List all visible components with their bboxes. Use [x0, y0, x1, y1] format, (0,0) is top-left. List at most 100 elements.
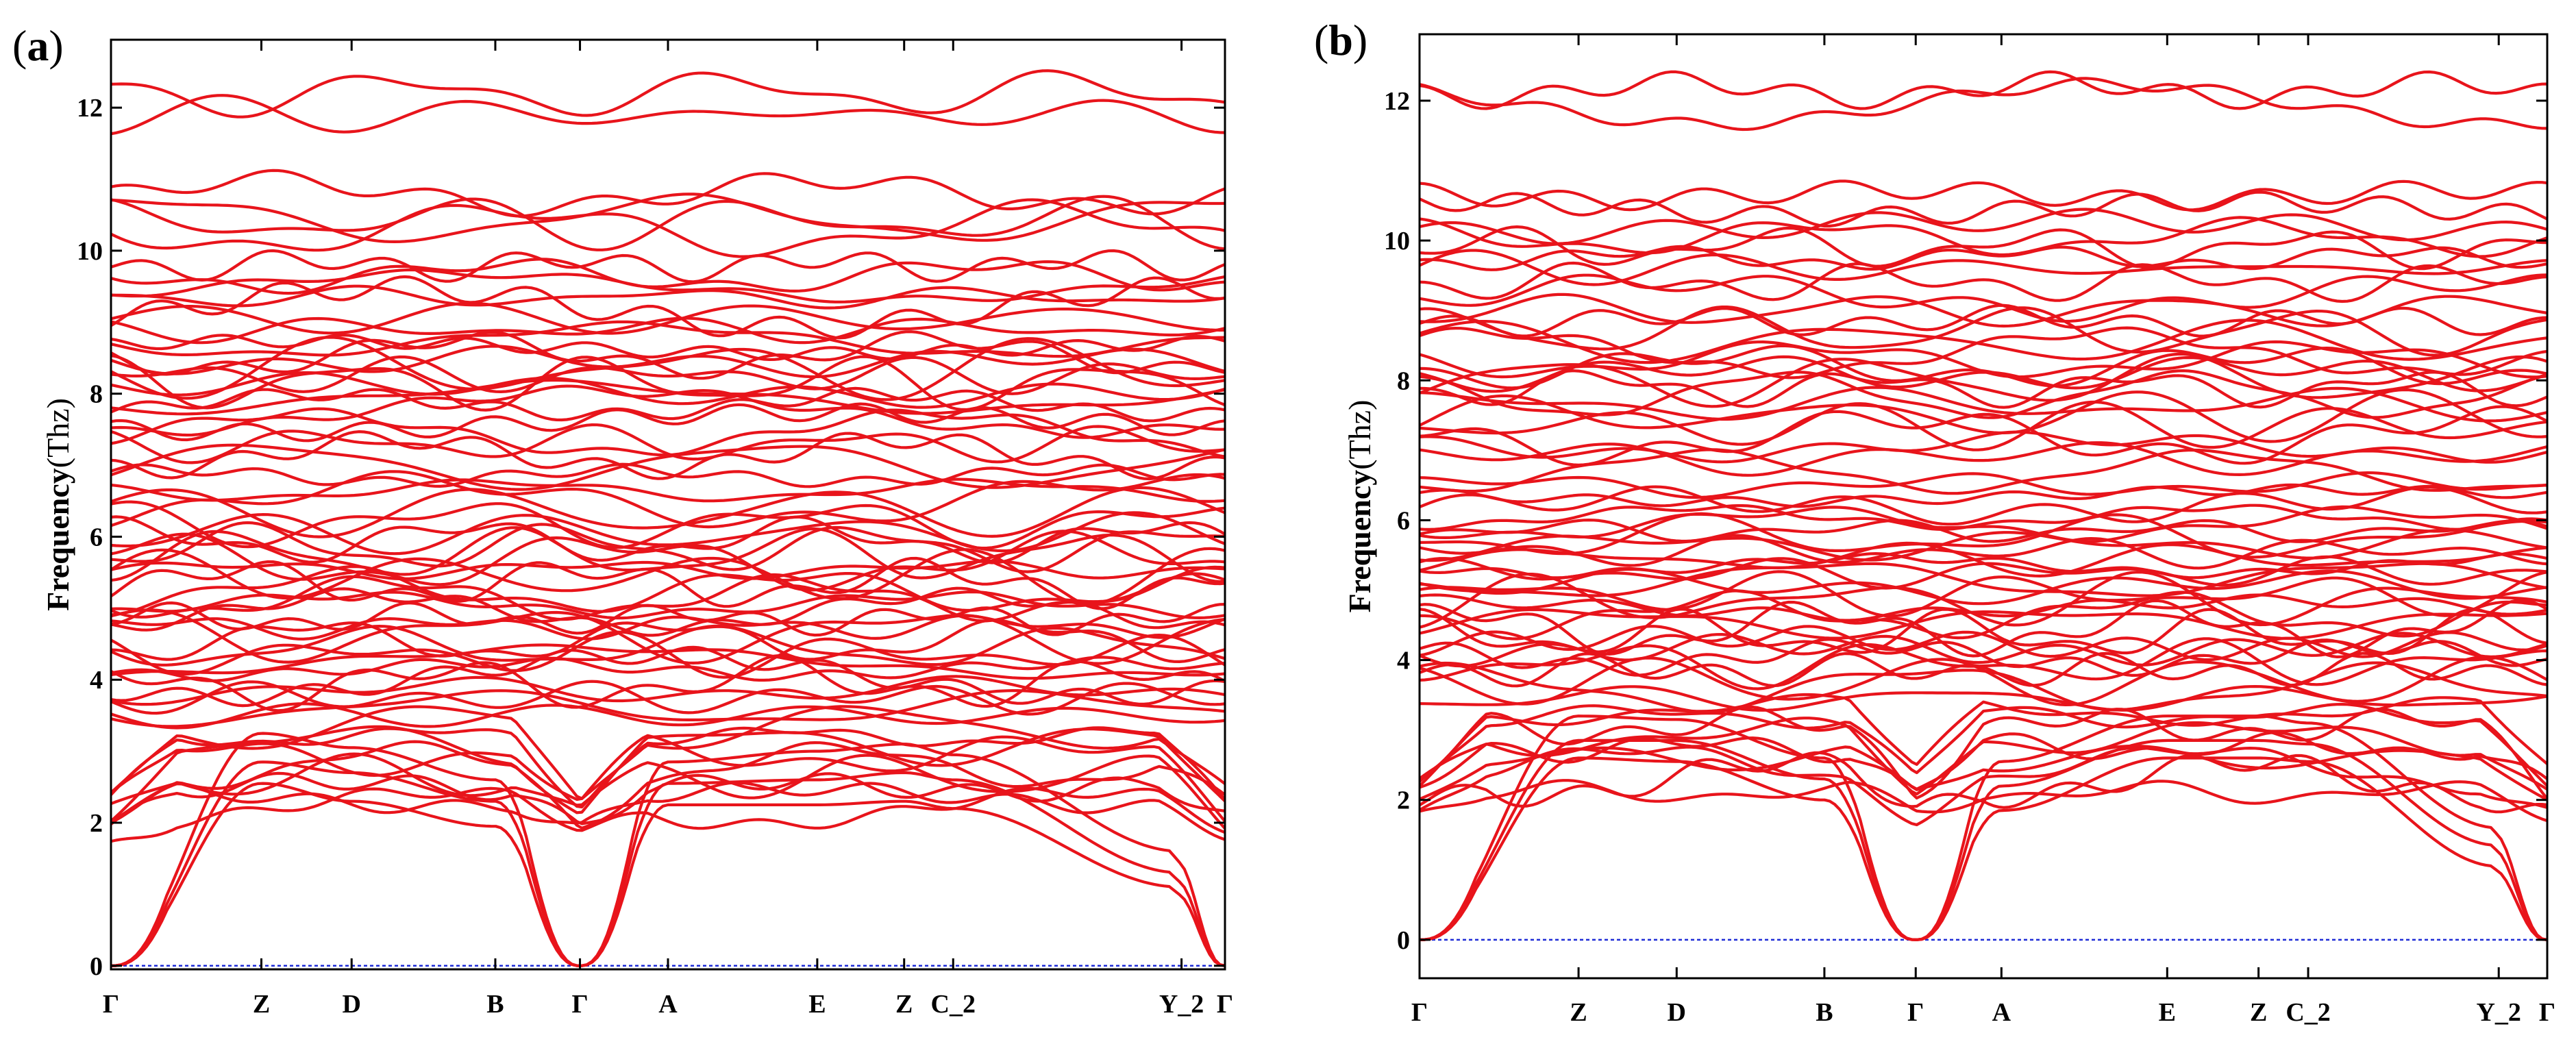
- panel-label: (b): [1314, 16, 1367, 64]
- k-point-label: Y_2: [2476, 998, 2521, 1027]
- k-point-label: Γ: [2539, 998, 2555, 1027]
- k-point-label: Z: [895, 990, 913, 1019]
- optical-branch-6: [111, 734, 1225, 823]
- optical-branch-49: [111, 371, 1225, 409]
- phonon-bands: [111, 69, 1225, 967]
- optical-branch-34: [1420, 505, 2547, 543]
- y-tick-label: 12: [77, 94, 103, 123]
- panel-b: (b) 0 2 4 6 8 10 12 Γ Z D B Γ A E Z C_2 Y_2 Γ Frequency(Thz…: [1314, 16, 2555, 1027]
- optical-branch-42: [111, 430, 1225, 481]
- optical-branch-47: [111, 386, 1225, 423]
- optical-branch-54: [111, 330, 1225, 380]
- optical-branch-6: [1420, 717, 2547, 796]
- k-point-label: C_2: [931, 990, 976, 1019]
- y-axis-label-text: Frequency: [40, 468, 75, 611]
- k-point-label: E: [2159, 998, 2176, 1027]
- optical-branch-59: [1420, 249, 2547, 286]
- optical-branch-66: [111, 192, 1225, 243]
- optical-branch-39: [1420, 448, 2547, 495]
- k-point-label: Y_2: [1159, 990, 1204, 1019]
- optical-branch-58: [111, 301, 1225, 335]
- optical-branch-19: [1420, 598, 2547, 658]
- optical-branch-65: [1420, 179, 2547, 212]
- optical-branch-23: [1420, 571, 2547, 629]
- k-point-label: Γ: [1411, 998, 1428, 1027]
- phonon-bands: [1420, 70, 2547, 941]
- plot-frame: [110, 38, 1226, 971]
- optical-branch-42: [1420, 405, 2547, 467]
- optical-branch-45: [111, 402, 1225, 443]
- y-tick-label: 10: [77, 237, 103, 266]
- optical-branch-18: [1420, 608, 2547, 655]
- optical-branch-3: [1420, 745, 2547, 827]
- optical-branch-68: [111, 94, 1225, 136]
- optical-branch-32: [1420, 512, 2547, 559]
- optical-branch-2: [1420, 751, 2547, 814]
- optical-branch-36: [111, 500, 1225, 550]
- optical-branch-67: [111, 169, 1225, 218]
- y-tick-label: 12: [1384, 87, 1410, 116]
- k-point-label: B: [1816, 998, 1833, 1027]
- optical-branch-8: [1420, 703, 2547, 787]
- plot-frame: [1418, 33, 2549, 980]
- panel-label: (a): [12, 21, 64, 70]
- optical-branch-57: [1420, 273, 2547, 323]
- y-axis-label: Frequency(Thz): [40, 398, 75, 611]
- k-point-label: A: [658, 990, 678, 1019]
- k-point-label: D: [1668, 998, 1686, 1027]
- optical-branch-13: [111, 675, 1225, 706]
- optical-branch-33: [1420, 519, 2547, 543]
- optical-branch-41: [111, 443, 1225, 491]
- optical-branch-37: [1420, 483, 2547, 508]
- optical-branch-21: [111, 608, 1225, 665]
- optical-branch-8: [111, 726, 1225, 809]
- acoustic-branch-1: [1420, 756, 2547, 941]
- optical-branch-50: [111, 353, 1225, 412]
- y-tick-label: 0: [1397, 926, 1410, 955]
- y-tick-label: 10: [1384, 227, 1410, 256]
- optical-branch-9: [111, 705, 1225, 800]
- optical-branch-21: [1420, 589, 2547, 641]
- optical-branch-4: [111, 752, 1225, 830]
- optical-branch-10: [1420, 685, 2547, 712]
- optical-branch-52: [1420, 326, 2547, 380]
- optical-branch-67: [1420, 70, 2547, 110]
- k-point-label: B: [486, 990, 504, 1019]
- k-point-label: Γ: [103, 990, 119, 1019]
- optical-branch-37: [111, 486, 1225, 538]
- panel-letter: b: [1328, 16, 1353, 64]
- k-point-label: D: [342, 990, 360, 1019]
- panel-letter: a: [27, 21, 49, 70]
- optical-branch-35: [111, 511, 1225, 556]
- k-point-label: Z: [253, 990, 270, 1019]
- optical-branch-57: [111, 316, 1225, 345]
- k-point-label: A: [1992, 998, 2011, 1027]
- optical-branch-63: [111, 249, 1225, 284]
- acoustic-branch-1: [111, 782, 1225, 967]
- k-point-label: Γ: [571, 990, 588, 1019]
- k-point-label: Z: [2250, 998, 2267, 1027]
- optical-branch-18: [111, 630, 1225, 679]
- optical-branch-16: [111, 656, 1225, 682]
- optical-branch-53: [111, 345, 1225, 379]
- optical-branch-59: [111, 275, 1225, 340]
- optical-branch-60: [111, 284, 1225, 310]
- optical-branch-41: [1420, 430, 2547, 464]
- optical-branch-10: [111, 702, 1225, 730]
- optical-branch-32: [111, 526, 1225, 584]
- optical-branch-45: [1420, 386, 2547, 423]
- optical-branch-35: [1420, 504, 2547, 531]
- k-point-label: Γ: [1907, 998, 1924, 1027]
- optical-branch-61: [111, 268, 1225, 303]
- optical-branch-28: [111, 556, 1225, 610]
- optical-branch-31: [1420, 528, 2547, 562]
- optical-branch-47: [1420, 369, 2547, 409]
- y-axis-unit: (Thz): [1342, 400, 1377, 470]
- optical-branch-40: [111, 462, 1225, 488]
- optical-branch-51: [111, 355, 1225, 395]
- optical-branch-46: [111, 384, 1225, 439]
- optical-branch-28: [1420, 552, 2547, 580]
- y-tick-label: 8: [1397, 366, 1410, 395]
- optical-branch-62: [111, 258, 1225, 295]
- y-axis-unit: (Thz): [40, 398, 75, 468]
